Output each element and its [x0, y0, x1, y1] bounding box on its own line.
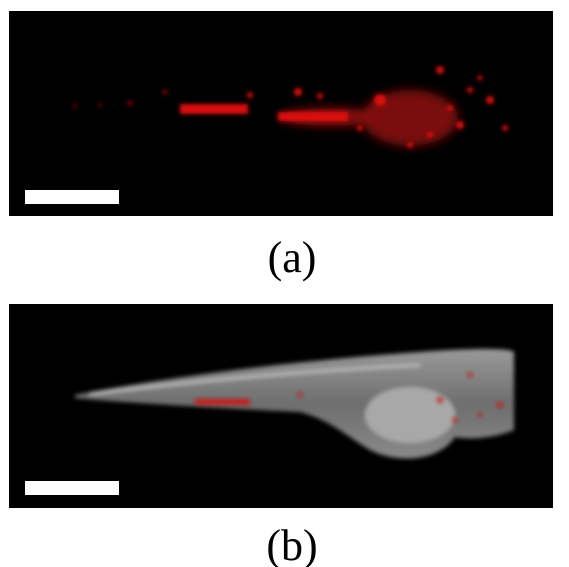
panel-label: (a): [268, 233, 317, 282]
panel-a-image: [9, 11, 553, 216]
scale-bar: [25, 190, 119, 204]
panel-label: (b): [266, 521, 317, 567]
scale-bar: [25, 481, 119, 495]
panel-b-image: [9, 304, 553, 508]
